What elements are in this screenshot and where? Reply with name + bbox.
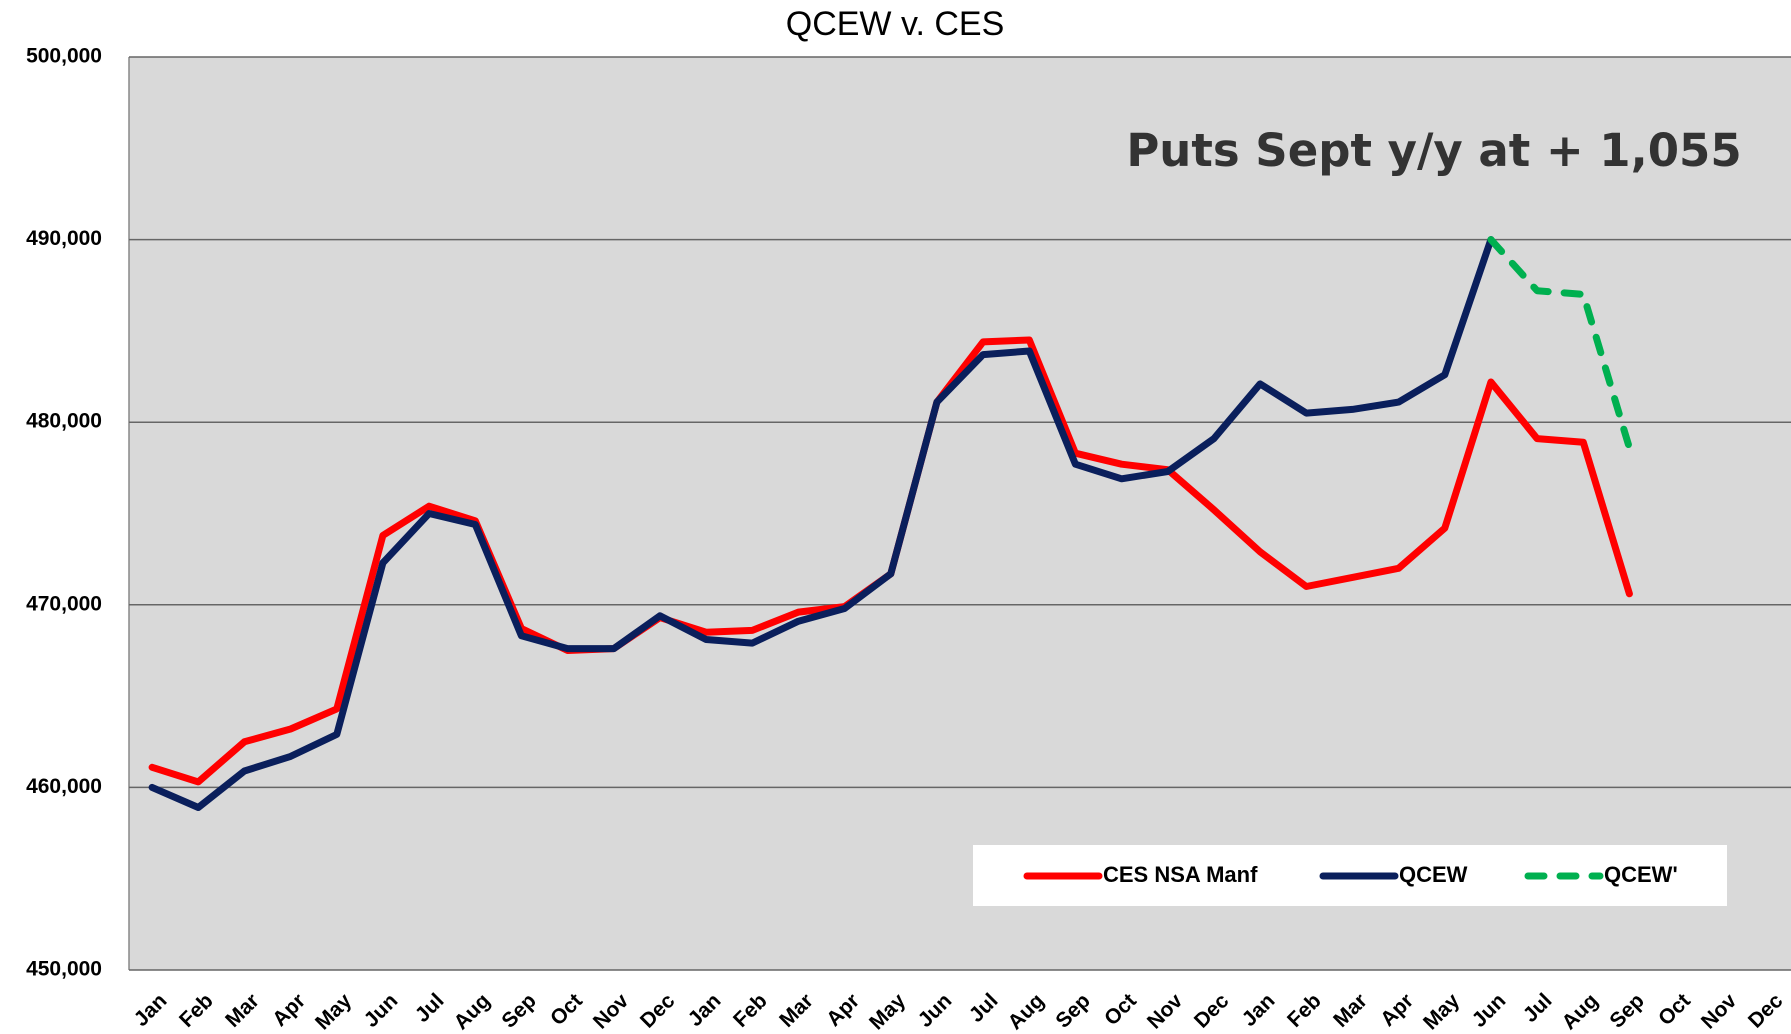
x-tick-label: Dec (1744, 989, 1788, 1033)
x-tick-label: Feb (729, 989, 772, 1032)
y-tick-label: 470,000 (26, 592, 102, 615)
x-tick-label: Aug (450, 989, 495, 1034)
x-tick-label: Nov (1697, 989, 1742, 1034)
x-tick-label: Feb (175, 989, 218, 1032)
x-tick-label: Jun (914, 989, 957, 1032)
x-tick-label: Jun (360, 989, 403, 1032)
x-tick-label: Sep (1605, 989, 1648, 1032)
x-tick-label: Apr (1376, 989, 1418, 1031)
y-tick-label: 480,000 (26, 410, 102, 433)
x-tick-label: Feb (1283, 989, 1326, 1032)
plot-area (129, 57, 1791, 970)
x-tick-label: Sep (1051, 989, 1094, 1032)
x-tick-label: Nov (1143, 989, 1188, 1034)
x-tick-label: May (865, 989, 910, 1034)
x-tick-label: Jan (1238, 989, 1280, 1031)
x-tick-label: Mar (1329, 989, 1372, 1032)
x-tick-label: Aug (1558, 989, 1603, 1034)
legend-label: CES NSA Manf (1103, 862, 1258, 887)
series-line (1487, 236, 1633, 452)
legend-label: QCEW' (1604, 862, 1678, 887)
x-tick-label: Mar (221, 989, 264, 1032)
x-tick-label: Jan (684, 989, 726, 1031)
legend-label: QCEW (1399, 862, 1468, 887)
x-tick-label: Dec (1190, 989, 1234, 1033)
x-tick-label: Oct (1100, 989, 1141, 1030)
x-tick-label: Jul (1519, 989, 1557, 1027)
y-tick-label: 500,000 (26, 45, 102, 68)
x-tick-label: May (311, 989, 356, 1034)
chart-title: QCEW v. CES (786, 5, 1005, 43)
x-tick-label: Aug (1004, 989, 1049, 1034)
x-tick-label: Dec (636, 989, 680, 1033)
x-tick-label: Jan (130, 989, 172, 1031)
x-tick-label: May (1419, 989, 1464, 1034)
x-tick-label: Jun (1468, 989, 1511, 1032)
y-tick-label: 490,000 (26, 227, 102, 250)
x-tick-label: Apr (268, 989, 310, 1031)
x-tick-label: Jul (411, 989, 449, 1027)
x-tick-label: Mar (775, 989, 818, 1032)
x-tick-label: Apr (822, 989, 864, 1031)
x-tick-label: Nov (589, 989, 634, 1034)
x-tick-label: Oct (546, 989, 587, 1030)
x-tick-label: Oct (1654, 989, 1695, 1030)
x-tick-label: Sep (497, 989, 540, 1032)
annotation: Puts Sept y/y at + 1,055 (1126, 124, 1741, 177)
x-tick-label: Jul (965, 989, 1003, 1027)
y-tick-label: 450,000 (26, 958, 102, 981)
series-line (148, 236, 1495, 811)
y-tick-label: 460,000 (26, 775, 102, 798)
